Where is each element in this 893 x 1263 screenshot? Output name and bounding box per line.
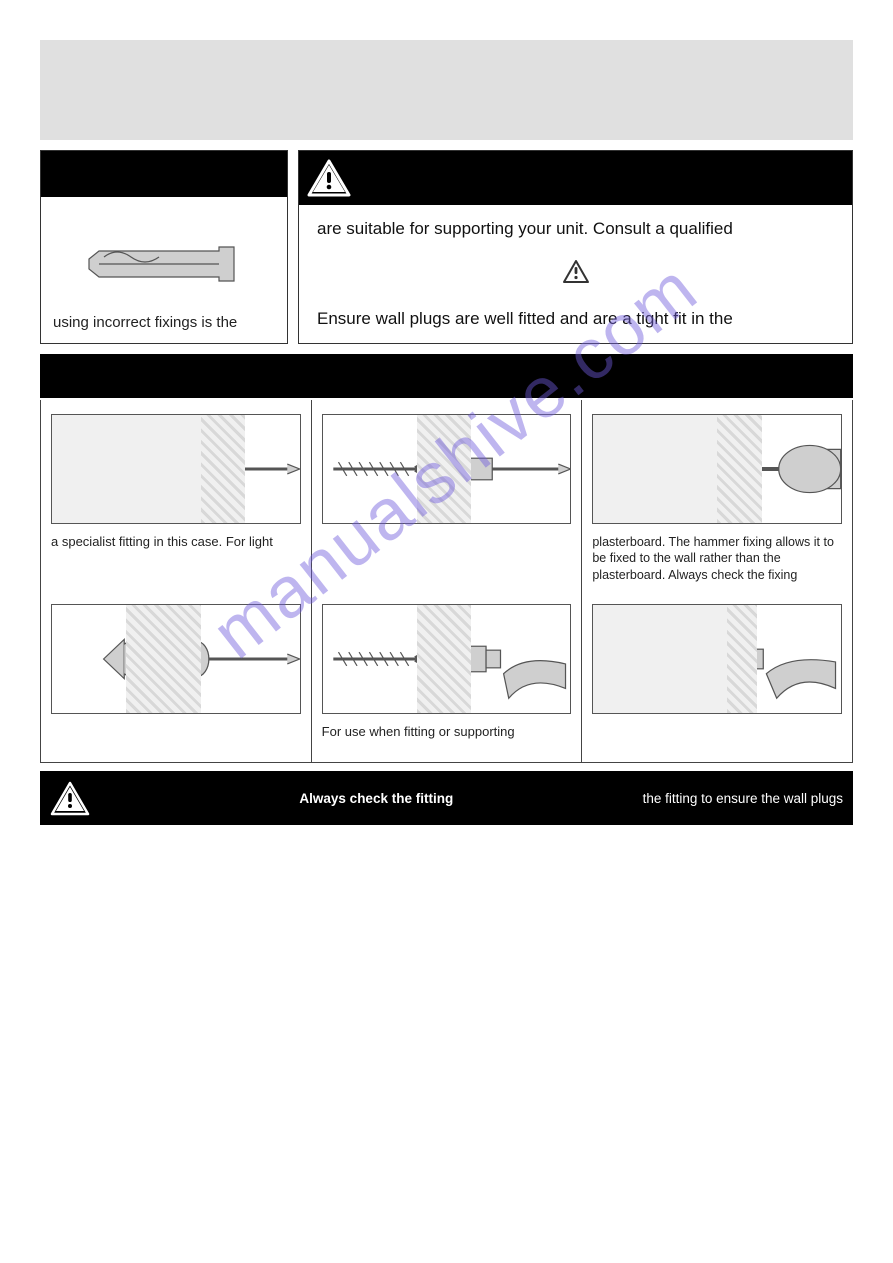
wall-plug-icon [79,239,249,289]
footer-center: Always check the fitting [110,791,643,806]
col2-text: For use when fitting or supporting [322,724,572,744]
col1-text: a specialist fitting in this case. For l… [51,534,301,604]
footer-bold: Always check the fitting [299,791,453,806]
warning-icon [307,159,351,197]
column-2: For use when fitting or supporting [312,400,583,762]
illus-2-bottom [322,604,572,714]
top-row: using incorrect fixings is the are suita… [40,150,853,344]
warning-icon [50,781,90,816]
right-text-bottom: Ensure wall plugs are well fitted and ar… [317,309,834,329]
inline-warning-icon [317,259,834,289]
illus-3-top [592,414,842,524]
fixings-row: a specialist fitting in this case. For l… [40,400,853,763]
right-panel-body: are suitable for supporting your unit. C… [299,205,852,343]
column-3: plasterboard. The hammer fixing allows i… [582,400,852,762]
illus-3-bottom [592,604,842,714]
illus-1-top [51,414,301,524]
right-panel-header [299,151,852,205]
footer-bar: Always check the fitting the fitting to … [40,771,853,825]
header-box [40,40,853,140]
left-panel: using incorrect fixings is the [40,150,288,344]
illus-2-top [322,414,572,524]
left-panel-text: using incorrect fixings is the [53,314,275,331]
right-text-top: are suitable for supporting your unit. C… [317,219,834,239]
col2-spacer [322,534,572,604]
left-panel-body: using incorrect fixings is the [41,197,287,343]
col3-text: plasterboard. The hammer fixing allows i… [592,534,842,604]
page-root: using incorrect fixings is the are suita… [0,0,893,825]
left-panel-header [41,151,287,197]
illus-1-bottom [51,604,301,714]
column-1: a specialist fitting in this case. For l… [41,400,312,762]
section-bar [40,354,853,398]
right-panel: are suitable for supporting your unit. C… [298,150,853,344]
footer-right-text: the fitting to ensure the wall plugs [643,791,843,806]
